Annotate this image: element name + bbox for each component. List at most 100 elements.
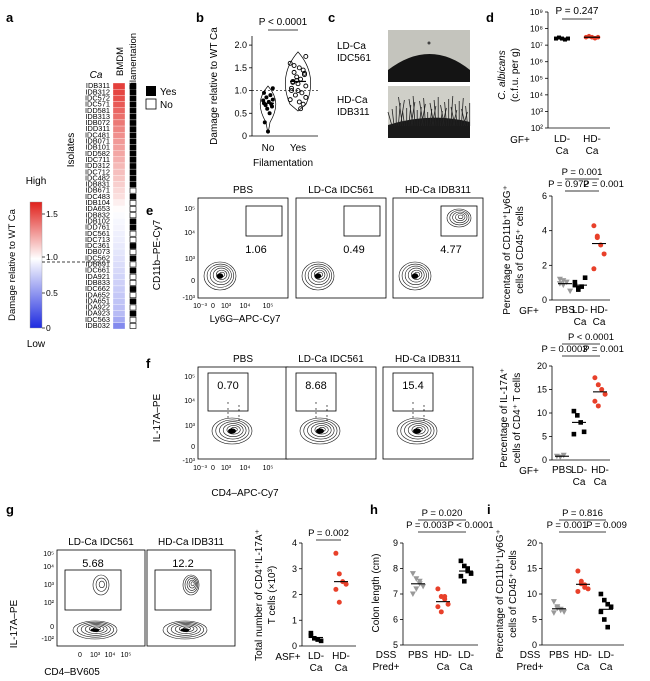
filamentation-cell (129, 218, 137, 225)
contour (410, 269, 423, 280)
isolate-label: IDD761 (85, 223, 110, 232)
data-point (465, 566, 470, 571)
contour (184, 576, 199, 594)
contour-core (216, 273, 224, 279)
isolate-label: IDA921 (85, 272, 110, 281)
x-group-label: Pred+ (373, 662, 400, 673)
isolate-label: IDC662 (85, 284, 110, 293)
data-point (591, 223, 597, 229)
y-axis-label-2: cells of CD4⁺ T cells (512, 373, 523, 464)
panel-c-letter: c (328, 10, 335, 25)
isolate-label: IDD581 (85, 106, 110, 115)
hypha (454, 103, 458, 127)
contour (98, 580, 105, 589)
x-category-label: Ca (460, 662, 473, 673)
bmdm-cell (112, 310, 126, 317)
x-category-label: Ca (556, 146, 569, 157)
isolate-label: IDB671 (85, 186, 110, 195)
point-no (270, 86, 275, 91)
contour (404, 265, 427, 286)
x-tick-label: 10³ (221, 303, 232, 310)
y-tick-label: 0 (242, 131, 247, 141)
bmdm-cell (112, 95, 126, 102)
isolate-label: IDC562 (85, 253, 110, 262)
filamentation-cell (129, 286, 137, 292)
isolate-label: IDB891 (85, 260, 110, 269)
contour-core (411, 273, 419, 279)
bmdm-cell (112, 156, 126, 164)
hypha (398, 96, 403, 127)
y-tick-label: 10⁵ (530, 73, 543, 83)
event-dot (227, 402, 229, 404)
data-point (571, 431, 577, 437)
bmdm-cell (112, 279, 126, 287)
isolate-label: IDB312 (85, 87, 110, 96)
y-tick-label: -10³ (183, 458, 196, 465)
isolate-label: IDD312 (85, 161, 110, 170)
flow-plots-e: PBS 1.06 LD-Ca IDC561 0.49 HD-Ca IDB311 4.77 1… (152, 185, 484, 325)
data-point (582, 275, 588, 281)
y-tick-label: -10² (42, 636, 55, 643)
color-scale-ticks: 1.5 1.0 0.5 0 (42, 209, 58, 333)
scale-low-label: Low (27, 339, 46, 350)
point-no (265, 106, 270, 111)
y-axis-label: IL-17A–PE (9, 599, 20, 648)
hypha (421, 103, 426, 127)
x-category-label: Ca (586, 146, 599, 157)
contour (452, 211, 468, 224)
isolate-label: IDC661 (85, 266, 110, 275)
flow-plot-frame (146, 549, 236, 647)
data-point (413, 586, 420, 592)
y-tick-label: 10⁶ (530, 57, 543, 67)
x-group-label: DSS (520, 650, 541, 661)
panel-h-letter: h (370, 502, 378, 517)
contour-core (413, 428, 421, 434)
isolate-label: IDB831 (85, 180, 110, 189)
contour (307, 421, 335, 440)
bmdm-cell (112, 150, 126, 157)
y-axis-label: Percentage of IL-17A⁺ (499, 368, 510, 468)
y-axis-label-unit: (c.f.u. per g) (510, 48, 521, 102)
point-yes (296, 99, 302, 105)
x-axis-label: Ly6G–APC-Cy7 (210, 314, 281, 325)
event-dot (227, 408, 229, 410)
contour (215, 269, 228, 280)
data-point (563, 37, 567, 42)
bmdm-cell (112, 187, 126, 194)
contour-core (90, 628, 100, 632)
contour (182, 574, 200, 596)
data-point (563, 279, 570, 286)
p-value: P = 0.003 (406, 520, 447, 531)
contour (457, 214, 464, 219)
hypha (431, 105, 437, 127)
gate-percentage: 12.2 (172, 558, 193, 570)
data-point (343, 581, 349, 587)
point-no (264, 95, 269, 100)
p-value: P = 0.001 (583, 179, 624, 190)
y-tick-label: 6 (542, 191, 547, 201)
event-dot (412, 416, 414, 418)
y-tick-label: 10⁴ (184, 230, 195, 237)
data-point (591, 266, 597, 272)
point-no (266, 129, 270, 134)
data-point (567, 288, 574, 295)
event-dot (315, 408, 317, 410)
x-tick-label: 10⁻³ (193, 303, 207, 310)
y-tick-label: -10³ (183, 295, 196, 302)
point-yes (300, 101, 306, 107)
isolate-label: IDC483 (85, 192, 110, 201)
contour (304, 263, 333, 288)
panel-g-letter: g (6, 502, 14, 517)
x-tick-label: 10⁻³ (193, 465, 207, 472)
filamentation-cell (129, 230, 137, 237)
contour-core (180, 628, 190, 632)
y-tick-label: 10³ (185, 423, 196, 430)
x-axis-label: CD4–APC-Cy7 (211, 488, 279, 499)
flow-plot-frame (392, 197, 484, 299)
y-tick-label: 0.5 (234, 108, 247, 118)
point-yes (289, 85, 294, 91)
contour (170, 623, 201, 636)
